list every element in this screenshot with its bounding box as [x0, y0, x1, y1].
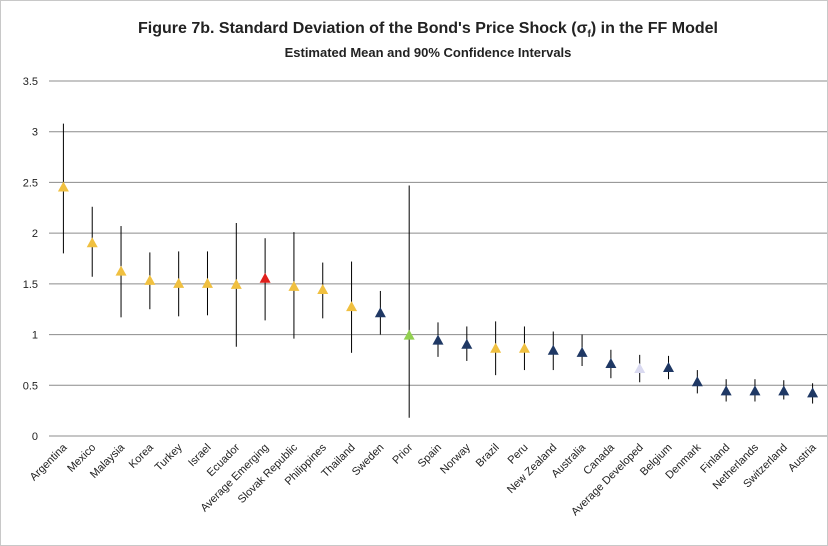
mean-marker	[201, 277, 213, 288]
mean-marker	[403, 329, 415, 340]
mean-marker	[432, 334, 444, 345]
y-tick-label: 1.5	[23, 279, 38, 291]
mean-marker	[57, 181, 69, 192]
y-tick-label: 0	[32, 431, 38, 443]
mean-marker	[317, 283, 329, 294]
mean-marker	[144, 274, 156, 285]
mean-marker	[807, 387, 819, 398]
y-tick-label: 2	[32, 228, 38, 240]
title-part: Figure 7b. Standard Deviation of the Bon…	[138, 20, 588, 37]
mean-marker	[490, 342, 502, 353]
mean-marker	[346, 301, 358, 312]
y-tick-label: 1	[32, 330, 38, 342]
y-tick-label: 0.5	[23, 380, 38, 392]
mean-marker	[778, 385, 790, 396]
mean-marker	[230, 278, 242, 289]
mean-marker	[691, 376, 703, 387]
mean-marker	[288, 280, 300, 291]
mean-marker	[749, 385, 761, 396]
mean-marker	[663, 362, 675, 373]
y-tick-label: 3	[32, 127, 38, 139]
mean-marker	[518, 342, 530, 353]
mean-marker	[115, 265, 127, 276]
mean-marker	[259, 272, 271, 283]
title-subscript: f	[588, 29, 592, 40]
y-tick-label: 3.5	[23, 76, 38, 88]
y-tick-label: 2.5	[23, 177, 38, 189]
title-part: ) in the FF Model	[591, 20, 718, 37]
chart-title: Figure 7b. Standard Deviation of the Bon…	[138, 20, 718, 40]
mean-marker	[374, 307, 386, 318]
mean-marker	[720, 385, 732, 396]
mean-marker	[461, 338, 473, 349]
mean-marker	[547, 344, 559, 355]
mean-marker	[605, 357, 617, 368]
mean-marker	[634, 363, 646, 374]
chart-subtitle: Estimated Mean and 90% Confidence Interv…	[285, 45, 572, 60]
mean-marker	[576, 346, 588, 357]
mean-marker	[86, 237, 98, 248]
mean-marker	[173, 277, 185, 288]
